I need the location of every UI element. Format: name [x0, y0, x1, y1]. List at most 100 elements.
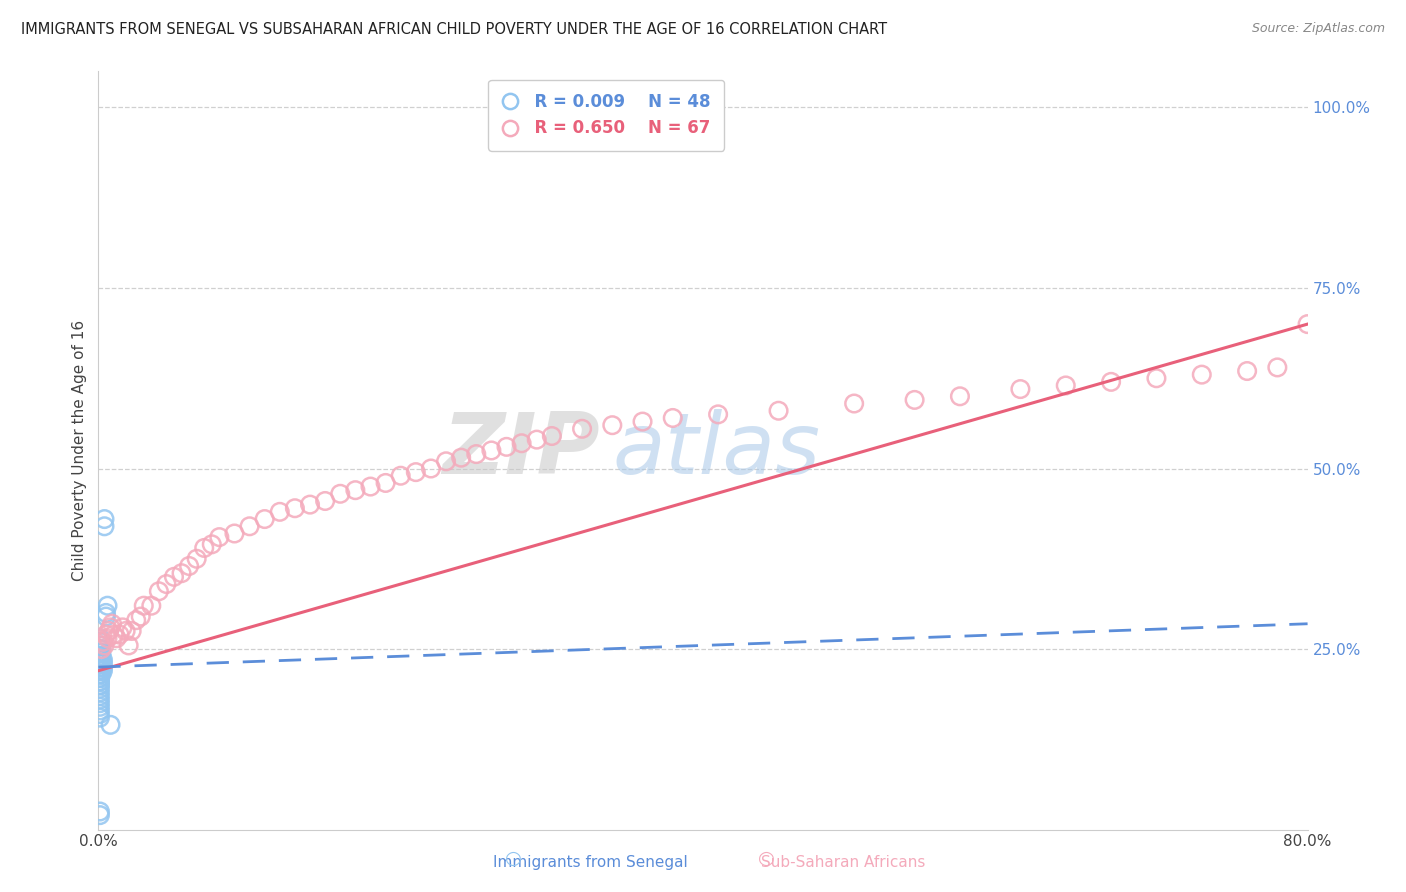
Point	[1296, 317, 1319, 331]
Point	[89, 674, 111, 689]
Point	[108, 627, 131, 641]
Point	[89, 674, 111, 689]
Point	[90, 660, 112, 674]
Point	[90, 664, 112, 678]
Point	[91, 635, 114, 649]
Point	[314, 494, 336, 508]
Point	[89, 660, 111, 674]
Point	[155, 577, 177, 591]
Text: ○: ○	[758, 849, 775, 868]
Point	[89, 653, 111, 667]
Point	[904, 392, 927, 407]
Point	[89, 805, 111, 819]
Point	[89, 711, 111, 725]
Point	[103, 627, 125, 641]
Point	[94, 606, 117, 620]
Text: ZIP: ZIP	[443, 409, 600, 492]
Point	[89, 646, 111, 660]
Point	[94, 609, 117, 624]
Point	[89, 678, 111, 692]
Point	[224, 526, 246, 541]
Point	[91, 660, 114, 674]
Point	[1191, 368, 1213, 382]
Point	[1144, 371, 1167, 385]
Point	[89, 678, 111, 692]
Point	[179, 559, 201, 574]
Point	[101, 616, 124, 631]
Point	[329, 487, 352, 501]
Point	[299, 498, 322, 512]
Point	[344, 483, 367, 498]
Point	[495, 440, 517, 454]
Point	[89, 667, 111, 681]
Point	[89, 689, 111, 703]
Point	[94, 627, 117, 641]
Point	[360, 479, 382, 493]
Point	[89, 635, 111, 649]
Point	[208, 530, 231, 544]
Point	[434, 454, 457, 468]
Point	[90, 649, 112, 664]
Point	[389, 468, 412, 483]
Point	[284, 501, 307, 516]
Point	[450, 450, 472, 465]
Point	[89, 685, 111, 699]
Point	[510, 436, 533, 450]
Point	[91, 653, 114, 667]
Point	[89, 671, 111, 685]
Point	[193, 541, 215, 555]
Point	[661, 411, 683, 425]
Point	[269, 505, 291, 519]
Point	[374, 475, 396, 490]
Text: Sub-Saharan Africans: Sub-Saharan Africans	[762, 855, 925, 870]
Point	[90, 653, 112, 667]
Point	[96, 631, 118, 645]
Point	[89, 642, 111, 657]
Point	[465, 447, 488, 461]
Point	[121, 624, 143, 638]
Point	[89, 681, 111, 696]
Point	[89, 692, 111, 706]
Point	[132, 599, 155, 613]
Point	[89, 664, 111, 678]
Point	[100, 620, 122, 634]
Point	[602, 418, 624, 433]
Point	[90, 646, 112, 660]
Point	[90, 642, 112, 657]
Point	[1054, 378, 1077, 392]
Point	[93, 512, 115, 526]
Point	[90, 667, 112, 681]
Y-axis label: Child Poverty Under the Age of 16: Child Poverty Under the Age of 16	[72, 320, 87, 581]
Point	[707, 408, 730, 422]
Point	[141, 599, 163, 613]
Text: ○: ○	[505, 849, 522, 868]
Text: atlas: atlas	[613, 409, 820, 492]
Point	[89, 649, 111, 664]
Point	[571, 422, 593, 436]
Point	[118, 639, 141, 653]
Point	[949, 389, 972, 403]
Point	[89, 706, 111, 721]
Point	[100, 718, 122, 732]
Point	[89, 639, 111, 653]
Text: Immigrants from Senegal: Immigrants from Senegal	[494, 855, 688, 870]
Point	[114, 624, 136, 638]
Point	[89, 631, 111, 645]
Point	[91, 664, 114, 678]
Point	[239, 519, 262, 533]
Point	[90, 657, 112, 671]
Point	[148, 584, 170, 599]
Point	[631, 415, 654, 429]
Point	[89, 703, 111, 717]
Point	[96, 599, 118, 613]
Point	[90, 642, 112, 657]
Point	[253, 512, 276, 526]
Point	[98, 624, 121, 638]
Point	[1099, 375, 1122, 389]
Point	[1267, 360, 1289, 375]
Point	[89, 808, 111, 822]
Legend:   R = 0.009    N = 48,   R = 0.650    N = 67: R = 0.009 N = 48, R = 0.650 N = 67	[488, 79, 724, 151]
Point	[163, 570, 186, 584]
Point	[768, 403, 790, 417]
Point	[111, 620, 134, 634]
